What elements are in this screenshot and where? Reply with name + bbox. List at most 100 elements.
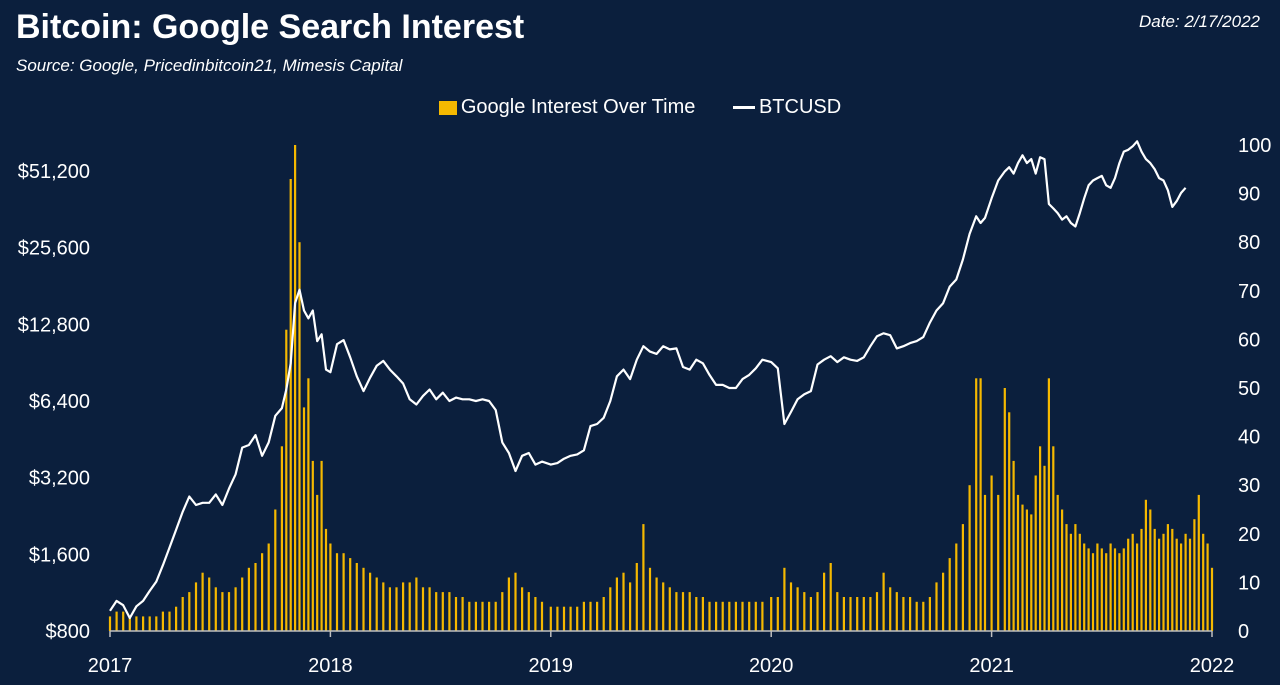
interest-bar (135, 616, 138, 631)
interest-bar (803, 592, 806, 631)
interest-bar (1087, 548, 1090, 631)
interest-bar (320, 460, 323, 631)
interest-bar (155, 616, 158, 631)
interest-bar (776, 597, 779, 631)
interest-bar (208, 577, 211, 631)
x-tick-label: 2020 (749, 655, 794, 677)
interest-bar (227, 592, 231, 631)
interest-bar (1127, 538, 1130, 631)
interest-bar (862, 597, 865, 631)
interest-bar (415, 577, 418, 631)
interest-bar (1136, 543, 1139, 631)
interest-bar (1003, 388, 1006, 631)
interest-bar (115, 611, 118, 631)
interest-bar (1091, 553, 1095, 631)
interest-bar (569, 606, 572, 631)
interest-bar (754, 601, 757, 631)
interest-bar (375, 577, 378, 631)
interest-bar (582, 601, 585, 631)
interest-bar (789, 582, 793, 631)
interest-bar (241, 577, 244, 631)
right-tick-label: 0 (1238, 621, 1249, 643)
interest-bar (122, 611, 125, 631)
interest-bar (556, 606, 559, 631)
interest-bar (507, 577, 510, 631)
left-tick-label: $12,800 (18, 314, 90, 336)
interest-bar (1144, 499, 1147, 631)
interest-bar (448, 592, 451, 631)
interest-bar (979, 378, 982, 631)
interest-bar (734, 601, 737, 631)
interest-bar (1039, 446, 1042, 631)
interest-bar (1149, 509, 1152, 631)
chart-subtitle: Source: Google, Pricedinbitcoin21, Mimes… (16, 56, 403, 75)
interest-bar (622, 572, 625, 631)
interest-bar (408, 582, 411, 631)
interest-bar (783, 567, 786, 631)
interest-bar (655, 577, 658, 631)
interest-bar (441, 592, 444, 631)
interest-bar (1162, 533, 1165, 631)
right-tick-label: 40 (1238, 427, 1260, 449)
interest-bar (715, 601, 718, 631)
interest-bar (388, 587, 391, 631)
interest-bar (521, 587, 524, 631)
left-tick-label: $800 (46, 621, 91, 643)
interest-bar (1043, 465, 1046, 631)
interest-bar (324, 528, 328, 631)
right-tick-label: 30 (1238, 475, 1260, 497)
right-axis-ticks: 0 10 20 30 40 50 60 70 80 90 100 (1238, 135, 1271, 643)
interest-bar (421, 587, 425, 631)
interest-bar (148, 616, 151, 631)
interest-bar (1105, 553, 1108, 631)
interest-bar (1175, 538, 1178, 631)
interest-bar (997, 494, 1000, 631)
interest-bar (721, 601, 724, 631)
interest-bar (675, 592, 678, 631)
interest-bar (402, 582, 405, 631)
interest-bar (869, 597, 872, 631)
interest-bar (1197, 494, 1200, 631)
legend-label-btcusd: BTCUSD (758, 96, 842, 118)
interest-bar (589, 601, 592, 631)
interest-bar (1166, 524, 1169, 631)
interest-bar (234, 587, 237, 631)
interest-bar (889, 587, 892, 631)
interest-bar (335, 553, 339, 631)
right-tick-label: 60 (1238, 329, 1260, 351)
legend-swatch-bar (438, 100, 457, 115)
interest-bar (1171, 528, 1174, 631)
interest-bar (362, 567, 365, 631)
x-tick-label: 2021 (969, 655, 1014, 677)
interest-bar (816, 592, 819, 631)
x-tick-label: 2022 (1190, 655, 1235, 677)
interest-bar (128, 616, 131, 631)
interest-bar (307, 378, 310, 631)
interest-bar (1065, 524, 1068, 631)
interest-bar (928, 597, 931, 631)
interest-bar (261, 553, 264, 631)
interest-bar (895, 592, 898, 631)
interest-bar (168, 611, 171, 631)
interest-bar (856, 597, 859, 631)
interest-bar (201, 572, 204, 631)
interest-bar (349, 558, 352, 631)
chart-title: Bitcoin: Google Search Interest (16, 8, 525, 46)
interest-bar (214, 587, 217, 631)
interest-bar (602, 597, 605, 631)
btcusd-line (109, 140, 1187, 620)
interest-bar (823, 572, 826, 631)
interest-bar (829, 563, 832, 631)
interest-bar (1047, 378, 1050, 631)
left-axis-ticks: $800 $1,600 $3,200 $6,400 $12,800 $25,600 $51,… (18, 161, 90, 643)
interest-bar (842, 597, 845, 631)
interest-bar (342, 553, 345, 631)
interest-bar (1030, 514, 1033, 631)
interest-bar (1074, 524, 1077, 631)
interest-bar (882, 572, 885, 631)
interest-bar (221, 592, 224, 631)
interest-bar (1188, 538, 1192, 631)
interest-bar (688, 592, 691, 631)
interest-bar (540, 601, 544, 631)
right-tick-label: 90 (1238, 184, 1260, 206)
